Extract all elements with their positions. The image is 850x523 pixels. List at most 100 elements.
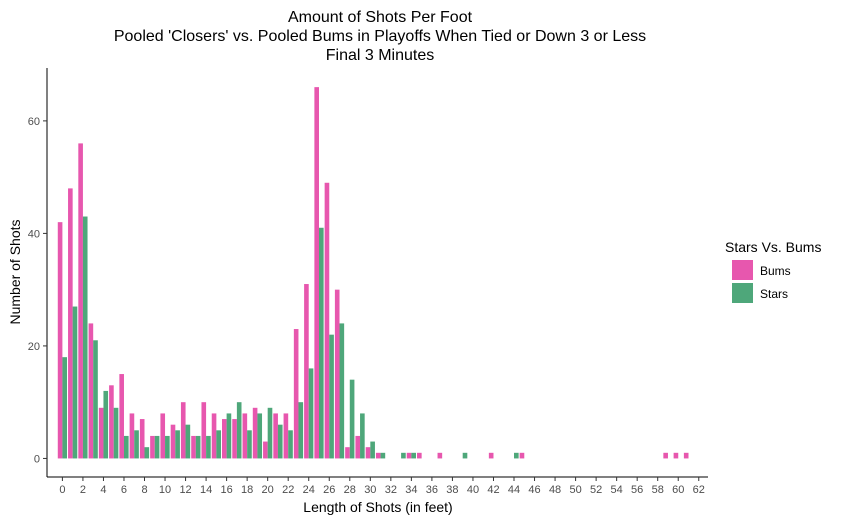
bar-stars-15	[216, 430, 221, 459]
legend-key-bums	[732, 260, 753, 280]
bar-bums-0	[57, 222, 63, 459]
bar-bums-13	[191, 435, 196, 459]
bar-stars-18	[247, 430, 252, 459]
bar-stars-26	[329, 334, 334, 459]
bar-stars-24	[308, 368, 314, 459]
bar-stars-31	[380, 452, 386, 459]
bar-bums-4	[98, 407, 104, 459]
x-tick-label: 28	[344, 484, 356, 496]
bar-bums-25	[314, 87, 319, 459]
x-tick-label: 60	[672, 484, 684, 496]
bar-bums-35	[417, 452, 422, 459]
bar-bums-15	[211, 413, 217, 459]
x-tick-label: 50	[569, 484, 581, 496]
bar-stars-21	[277, 424, 283, 459]
bar-stars-20	[267, 407, 273, 459]
x-tick-label: 20	[262, 484, 274, 496]
legend: Stars Vs. Bums Bums Stars	[725, 239, 821, 303]
bar-bums-29	[355, 435, 361, 459]
bar-bums-28	[345, 447, 350, 459]
bar-stars-1	[72, 306, 78, 459]
bar-bums-24	[304, 284, 309, 459]
x-tick-label: 24	[303, 484, 315, 496]
bar-bums-9	[150, 435, 155, 459]
legend-label-bums: Bums	[760, 264, 791, 278]
bar-stars-13	[195, 435, 201, 459]
bar-stars-16	[226, 413, 232, 459]
bar-bums-23	[293, 329, 299, 459]
y-axis-title: Number of Shots	[7, 219, 23, 324]
bar-stars-9	[154, 435, 160, 459]
bar-bums-31	[375, 452, 381, 459]
chart-title-line-1: Amount of Shots Per Foot	[288, 9, 473, 26]
bar-bums-1	[68, 188, 73, 459]
y-tick-label: 0	[34, 453, 40, 465]
bar-stars-10	[165, 435, 170, 459]
bar-stars-19	[257, 413, 263, 459]
x-tick-label: 36	[426, 484, 438, 496]
bar-stars-7	[134, 430, 139, 459]
bar-stars-39	[462, 452, 468, 459]
bar-bums-34	[406, 452, 412, 459]
bar-bums-27	[334, 289, 340, 459]
x-tick-label: 42	[487, 484, 499, 496]
bar-bums-16	[222, 419, 227, 459]
bar-bums-18	[242, 413, 248, 459]
bar-bums-26	[324, 182, 330, 459]
x-tick-label: 62	[693, 484, 705, 496]
x-tick-label: 32	[385, 484, 397, 496]
y-axis-ticks: 0 20 40 60	[28, 116, 47, 465]
bar-stars-30	[370, 441, 375, 459]
x-tick-label: 44	[508, 484, 520, 496]
bar-stars-14	[206, 435, 211, 459]
y-tick-label: 40	[28, 228, 40, 240]
bar-stars-5	[113, 407, 119, 459]
bar-stars-2	[82, 216, 88, 459]
bar-bums-45	[519, 452, 525, 459]
x-tick-label: 48	[549, 484, 561, 496]
bar-bums-12	[180, 402, 186, 459]
x-tick-label: 54	[611, 484, 623, 496]
bar-bums-37	[437, 452, 443, 459]
x-axis-title: Length of Shots (in feet)	[303, 499, 452, 515]
y-tick-label: 20	[28, 341, 40, 353]
bar-stars-27	[339, 323, 345, 459]
bar-stars-3	[93, 340, 98, 459]
bar-bums-22	[283, 413, 289, 459]
bar-stars-22	[288, 430, 293, 459]
bar-stars-0	[62, 357, 68, 459]
x-tick-label: 58	[652, 484, 664, 496]
bars-group	[57, 87, 689, 459]
bar-stars-34	[411, 452, 416, 459]
bar-stars-6	[123, 435, 129, 459]
bar-bums-5	[109, 385, 114, 459]
bar-stars-28	[349, 379, 355, 459]
bar-bums-3	[88, 323, 94, 459]
x-tick-label: 14	[200, 484, 212, 496]
x-tick-label: 10	[159, 484, 171, 496]
bar-bums-19	[252, 407, 258, 459]
bar-bums-59	[663, 452, 668, 459]
legend-key-stars	[732, 283, 753, 303]
x-tick-label: 4	[100, 484, 106, 496]
legend-title: Stars Vs. Bums	[725, 239, 821, 255]
x-tick-label: 8	[141, 484, 147, 496]
bar-bums-60	[673, 452, 679, 459]
x-axis-ticks: 0 2 4 6 8 10 12 14 16 18 20 22 24 26 28 30 32 34 36 38 40 42 4…	[59, 477, 705, 496]
bar-stars-23	[298, 402, 304, 459]
bar-stars-25	[319, 227, 324, 459]
bar-stars-11	[175, 430, 180, 459]
y-tick-label: 60	[28, 116, 40, 128]
bar-bums-2	[78, 143, 83, 459]
x-tick-label: 6	[121, 484, 127, 496]
bar-bums-17	[232, 419, 237, 459]
bar-stars-33	[401, 452, 406, 459]
bar-bums-61	[683, 452, 689, 459]
x-tick-label: 26	[323, 484, 335, 496]
bar-stars-12	[185, 424, 191, 459]
bar-bums-10	[160, 413, 166, 459]
chart-title-line-2: Pooled 'Closers' vs. Pooled Bums in Play…	[114, 28, 646, 45]
bar-stars-44	[514, 452, 519, 459]
x-tick-label: 30	[364, 484, 376, 496]
